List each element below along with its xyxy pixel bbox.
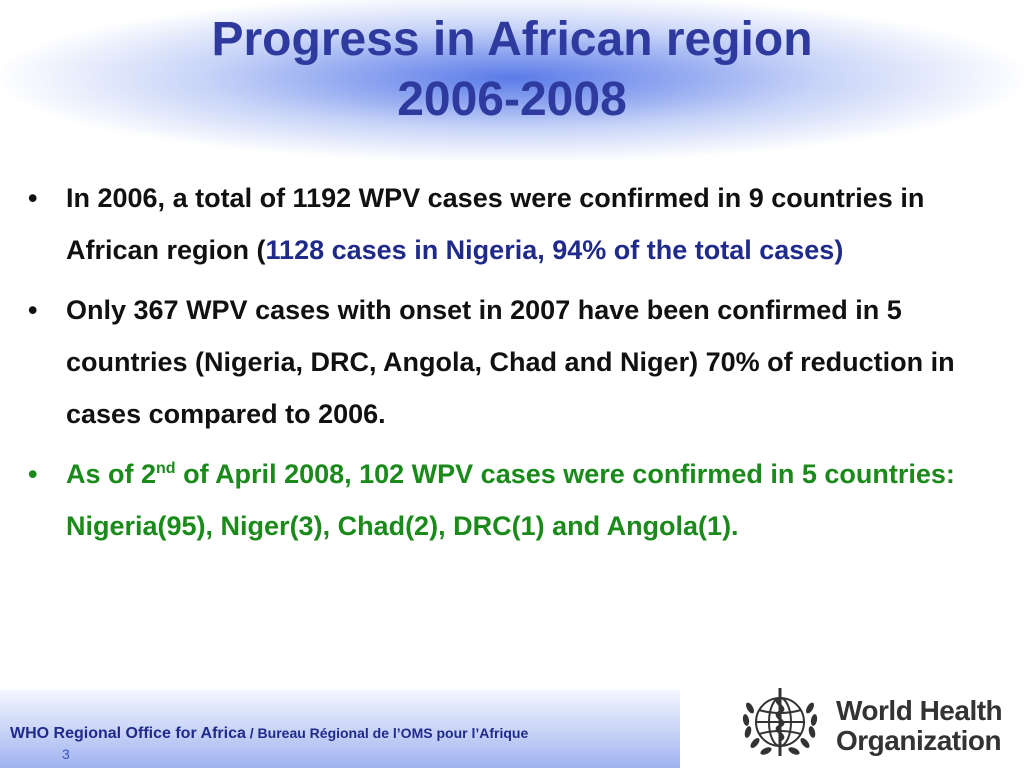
bullet-text-continued: of April 2008, 102 WPV cases were confir… (66, 459, 955, 541)
bullet-item-2006: • In 2006, a total of 1192 WPV cases wer… (28, 172, 1003, 276)
bullet-text: As of 2 (66, 459, 157, 489)
footer-office-en: WHO Regional Office for Africa (10, 725, 246, 742)
bullet-superscript: nd (156, 460, 176, 477)
footer-office-fr: Bureau Régional de l’OMS pour l’Afrique (257, 725, 529, 741)
footer-separator: / (245, 725, 258, 741)
who-wordmark: World Health Organization (836, 695, 1003, 756)
bullet-item-2008: • As of 2nd of April 2008, 102 WPV cases… (28, 448, 1003, 552)
bullet-list: • In 2006, a total of 1192 WPV cases wer… (28, 172, 1003, 552)
who-emblem-icon (742, 688, 818, 756)
slide-title: Progress in African region 2006-2008 (0, 10, 1024, 130)
title-background-glow (0, 0, 1024, 160)
who-logo: World Health Organization (732, 682, 1014, 762)
slide-title-line-2: 2006-2008 (397, 73, 627, 126)
bullet-highlight-text: 1128 cases in Nigeria, 94% of the total … (265, 235, 844, 265)
footer-bar (0, 690, 680, 768)
footer-office-name: WHO Regional Office for Africa / Bureau … (10, 725, 528, 743)
bullet-marker: • (28, 295, 38, 325)
bullet-text: In 2006, a total of 1192 WPV cases were … (66, 183, 925, 265)
who-wordmark-line-1: World Health (836, 695, 1003, 726)
bullet-marker: • (28, 183, 38, 213)
page-number: 3 (62, 746, 70, 762)
bullet-marker: • (28, 459, 38, 489)
bullet-text: Only 367 WPV cases with onset in 2007 ha… (66, 295, 955, 429)
who-wordmark-line-2: Organization (836, 725, 1002, 756)
slide-title-line-1: Progress in African region (211, 13, 813, 66)
bullet-item-2007: • Only 367 WPV cases with onset in 2007 … (28, 284, 1003, 440)
